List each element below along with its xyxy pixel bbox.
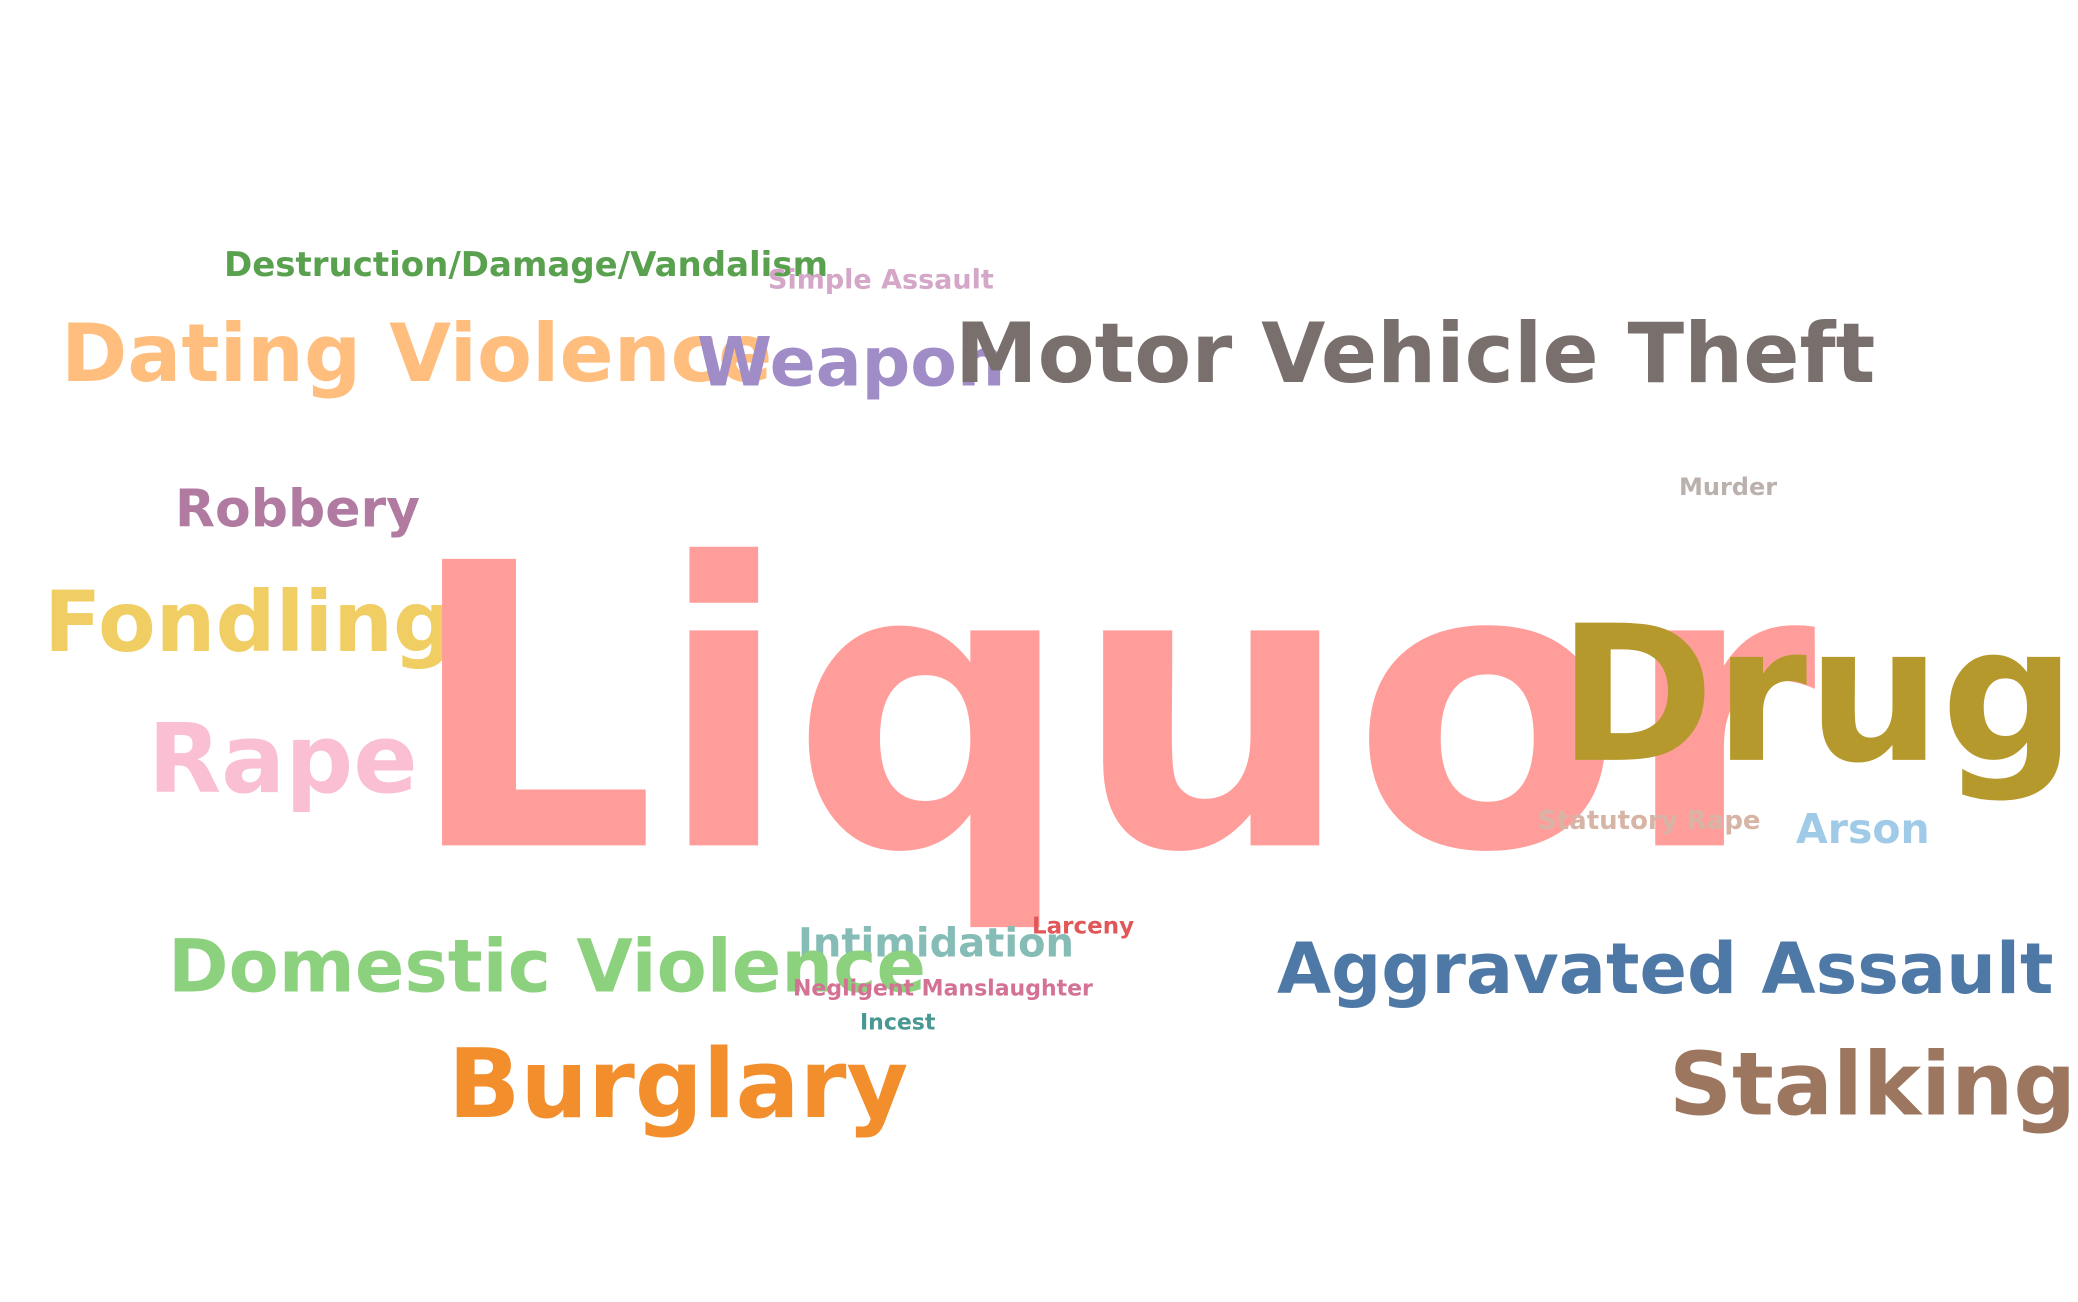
word-domestic-violence: Domestic Violence [168,924,927,1010]
word-larceny: Larceny [1032,913,1135,940]
word-motor-vehicle-theft: Motor Vehicle Theft [955,304,1876,402]
word-destruction-damage-vandalism: Destruction/Damage/Vandalism [224,245,828,286]
word-intimidation: Intimidation [798,920,1074,967]
word-negligent-manslaughter: Negligent Manslaughter [793,976,1093,1002]
word-drug: Drug [1558,585,2076,805]
word-statutory-rape: Statutory Rape [1538,806,1761,837]
word-aggravated-assault: Aggravated Assault [1277,927,2054,1010]
word-simple-assault: Simple Assault [768,264,994,296]
word-murder: Murder [1679,472,1778,501]
word-robbery: Robbery [175,479,421,540]
word-dating-violence: Dating Violence [61,307,773,401]
word-arson: Arson [1796,804,1930,853]
word-incest: Incest [860,1010,936,1036]
word-weapon: Weapon [697,323,1006,403]
word-burglary: Burglary [448,1029,909,1140]
word-fondling: Fondling [44,573,454,672]
word-liquor: Liquor [406,480,1817,939]
word-stalking: Stalking [1669,1033,2076,1136]
word-rape: Rape [148,704,418,815]
